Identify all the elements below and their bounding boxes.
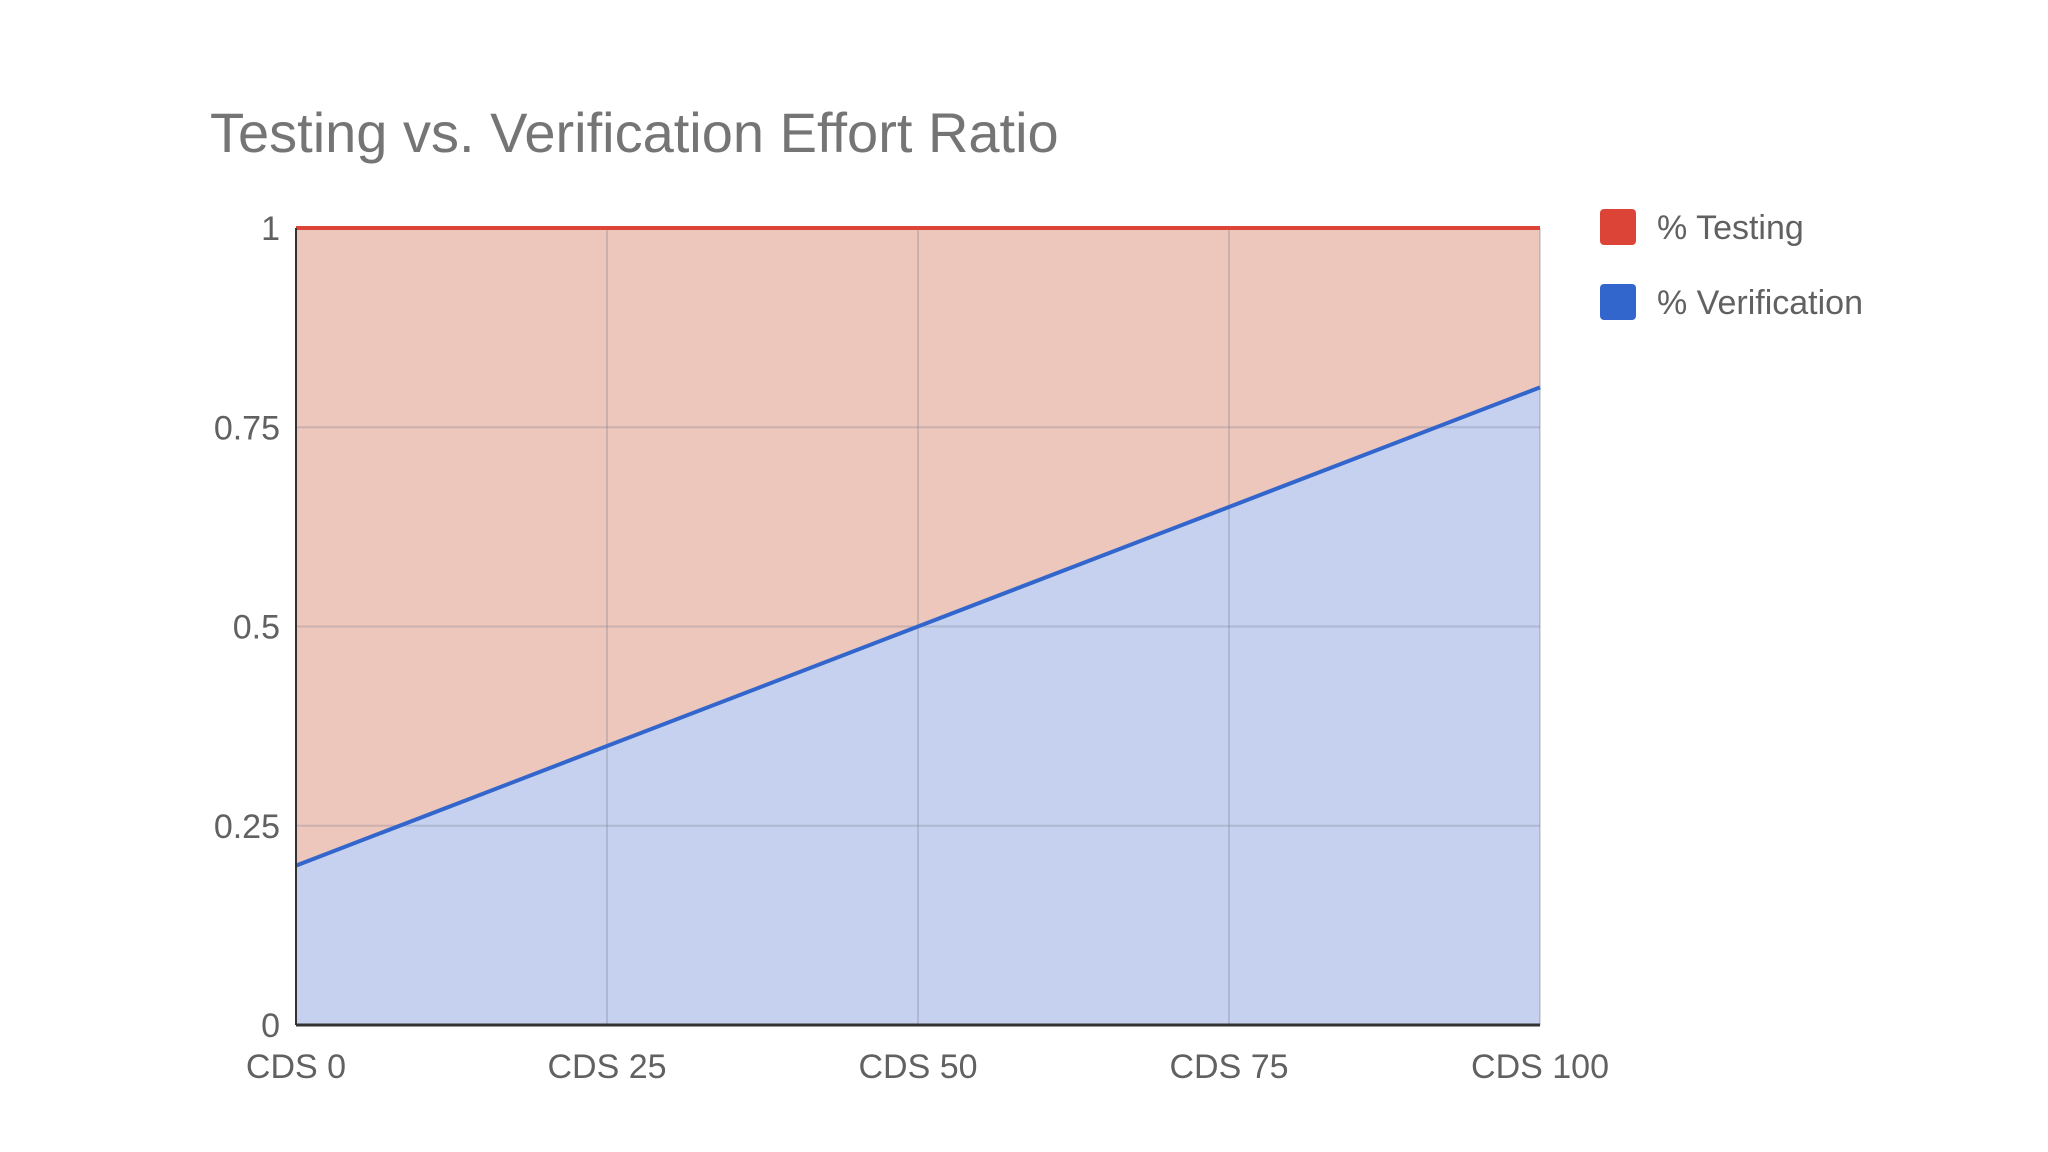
plot-areas: [296, 228, 1540, 1025]
legend-swatch: [1600, 209, 1636, 245]
x-tick-label: CDS 75: [1169, 1048, 1288, 1086]
series-line-verification: [295, 385, 1541, 868]
y-tick-label: 0.5: [233, 609, 280, 647]
x-tick-label: CDS 25: [547, 1048, 666, 1086]
series-area-testing: [296, 228, 1540, 866]
y-tick-label: 1: [261, 210, 280, 248]
x-tick-label: CDS 50: [858, 1048, 977, 1086]
axes: [295, 228, 1540, 1027]
y-axis-ticks: 0 0.25 0.5 0.75 1: [214, 210, 280, 1045]
chart-title: Testing vs. Verification Effort Ratio: [210, 101, 1059, 164]
legend-label: % Testing: [1657, 209, 1804, 247]
legend: % Testing % Verification: [1600, 209, 1863, 322]
legend-swatch: [1600, 284, 1636, 320]
series-area-verification: [296, 387, 1540, 1025]
x-tick-label: CDS 100: [1471, 1048, 1609, 1086]
y-tick-label: 0.25: [214, 808, 280, 846]
series-lines: [295, 226, 1541, 868]
x-tick-label: CDS 0: [246, 1048, 346, 1086]
y-tick-label: 0: [261, 1007, 280, 1045]
y-tick-label: 0.75: [214, 409, 280, 447]
x-axis-ticks: CDS 0 CDS 25 CDS 50 CDS 75 CDS 100: [246, 1048, 1609, 1086]
legend-label: % Verification: [1657, 284, 1863, 322]
